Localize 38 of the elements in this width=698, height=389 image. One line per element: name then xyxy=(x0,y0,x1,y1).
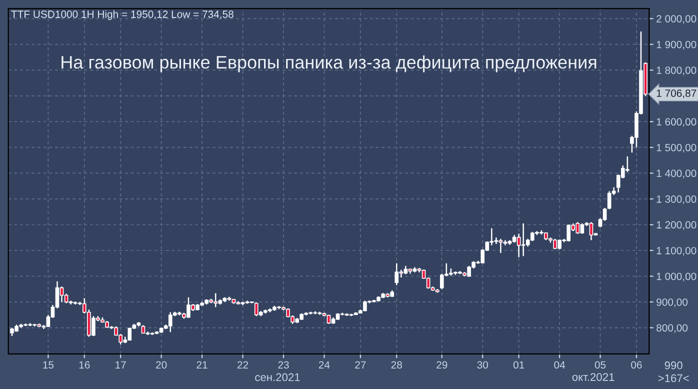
y-tick-label: 1 500,00 xyxy=(656,144,696,153)
x-tick-label: 24 xyxy=(318,361,330,368)
text: >167< xyxy=(658,374,689,382)
text: 1 706,87 xyxy=(656,90,696,98)
y-tick-label: 1 300,00 xyxy=(656,195,696,204)
x-tick-label: 15 xyxy=(43,361,54,369)
y-tick-label: 1 600,00 xyxy=(656,118,696,127)
x-tick-label: 20 xyxy=(156,361,167,369)
text: На газовом рынке Европы паника из-за дефицита предложения xyxy=(62,55,596,72)
y-tick-label: 1 000,00 xyxy=(656,272,696,282)
x-tick-label: 04 xyxy=(554,361,566,369)
x-tick-label: 16 xyxy=(79,361,90,369)
x-tick-label: 29 xyxy=(436,361,448,369)
x-tick-label: 17 xyxy=(116,361,126,368)
y-tick-label: 1 800,00 xyxy=(656,66,696,76)
y-tick-label: 1 400,00 xyxy=(656,170,696,178)
x-tick-label: 23 xyxy=(278,361,289,369)
x-axis-title: сен.2021 xyxy=(255,373,300,382)
y-tick-label: 1 900,00 xyxy=(656,40,696,50)
text: 990 xyxy=(664,361,682,370)
y-tick-label: 900,00 xyxy=(656,298,688,308)
x-tick-label: 01 xyxy=(513,361,524,369)
x-tick-label: 30 xyxy=(477,361,488,369)
x-tick-label: 21 xyxy=(196,361,208,368)
y-tick-label: 1 100,00 xyxy=(656,246,696,256)
y-tick-label: 800,00 xyxy=(656,324,688,333)
x-tick-label: 22 xyxy=(238,361,248,368)
x-tick-label: 06 xyxy=(631,361,642,369)
x-tick-label: 05 xyxy=(594,361,606,369)
candlestick xyxy=(394,262,399,286)
text: окт.2021 xyxy=(572,373,614,381)
y-tick-label: 2 000,00 xyxy=(656,15,696,24)
candlestick xyxy=(589,221,594,241)
x-tick-label: 27 xyxy=(355,361,366,368)
y-tick-label: 1 200,00 xyxy=(656,221,696,230)
candlestick xyxy=(498,238,503,254)
chart-subtitle: TTF USD1000 1H High = 1950,12 Low = 734,58 xyxy=(11,10,234,20)
x-tick-label: 28 xyxy=(391,361,402,369)
